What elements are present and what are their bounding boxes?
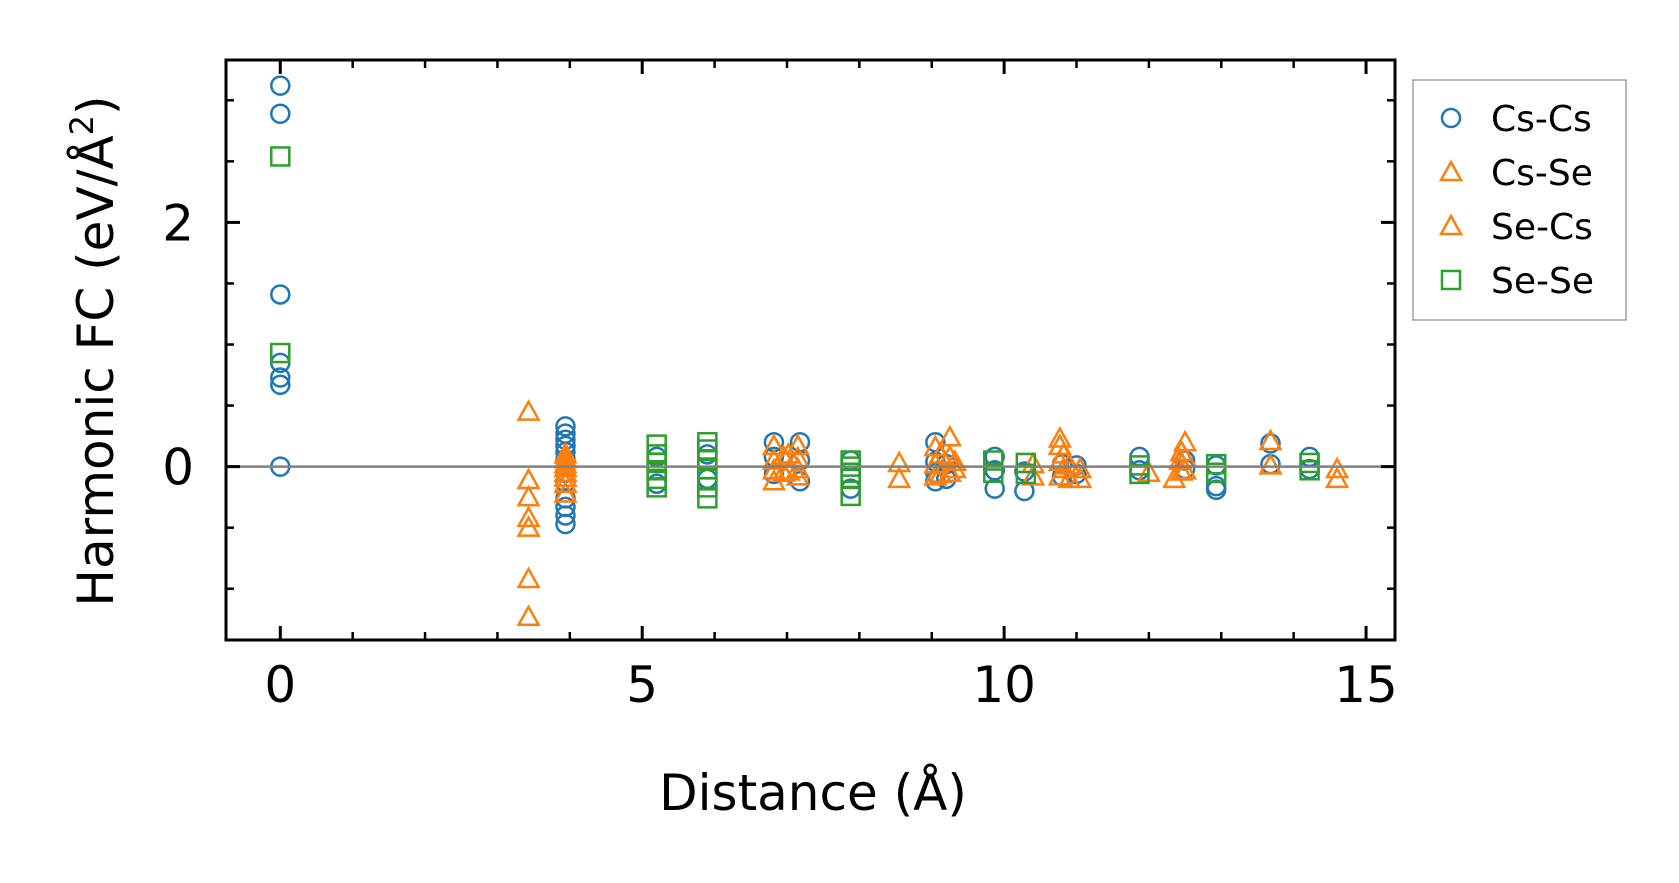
data-point — [942, 456, 968, 479]
axes: 0 5 10 15 0 2 — [162, 58, 1398, 714]
data-point — [1020, 463, 1046, 486]
data-point — [516, 505, 541, 528]
data-point — [516, 566, 541, 589]
data-point — [553, 480, 578, 503]
legend-label: Cs-Se — [1491, 153, 1593, 194]
x-tick-label: 15 — [1334, 656, 1398, 714]
legend-label: Se-Cs — [1491, 207, 1593, 248]
data-point — [270, 103, 291, 124]
y-tick-label: 2 — [162, 194, 194, 252]
data-point — [516, 484, 541, 507]
x-tick-label: 10 — [972, 656, 1036, 714]
data-point — [1258, 428, 1283, 451]
y-tick-label: 0 — [162, 439, 194, 497]
x-tick-label: 5 — [626, 656, 658, 714]
data-point — [1051, 441, 1076, 464]
data-point — [785, 433, 810, 456]
data-point — [270, 75, 291, 96]
legend-label: Se-Se — [1491, 261, 1594, 302]
data-point — [942, 449, 968, 471]
data-point — [1047, 425, 1072, 448]
series-se-cs — [553, 439, 1194, 487]
data-point — [923, 463, 948, 486]
legend: Cs-Cs Cs-Se Se-Cs Se-Se — [1412, 79, 1627, 321]
data-point — [1324, 466, 1350, 489]
plot-frame — [224, 58, 1397, 642]
data-point — [1129, 463, 1150, 485]
data-point — [270, 342, 291, 364]
legend-item: Cs-Se — [1438, 153, 1593, 194]
data-point — [1205, 462, 1227, 483]
legend-label: Cs-Cs — [1491, 99, 1592, 140]
legend-item: Se-Se — [1440, 261, 1594, 302]
data-point — [555, 416, 576, 437]
data-point — [1324, 456, 1350, 479]
data-point — [1015, 452, 1037, 474]
x-tick-label: 0 — [264, 656, 296, 714]
legend-item: Cs-Cs — [1440, 99, 1592, 140]
data-point — [761, 433, 787, 456]
data-point — [983, 462, 1004, 483]
data-point — [1258, 452, 1283, 475]
data-point — [928, 461, 953, 484]
legend-marker — [1440, 107, 1462, 129]
data-point — [1051, 456, 1076, 479]
y-axis-title-main: Harmonic FC (eV/Å — [67, 135, 125, 606]
data-point — [785, 463, 810, 486]
data-point — [697, 477, 718, 498]
y-axis-title-end: ) — [67, 95, 125, 115]
data-point — [984, 478, 1005, 499]
series-se-se — [270, 146, 1320, 509]
data-point — [270, 374, 291, 396]
y-axis-title: Harmonic FC (eV/Å2) — [63, 95, 125, 606]
data-point — [1057, 452, 1082, 475]
data-point — [776, 458, 801, 481]
legend-marker — [1438, 159, 1464, 182]
data-point — [840, 485, 861, 507]
data-point — [553, 471, 578, 493]
data-point — [1260, 433, 1281, 454]
data-point — [553, 465, 578, 487]
data-point — [1015, 463, 1037, 485]
data-point — [516, 604, 541, 627]
plot-marks — [270, 75, 1350, 627]
data-point — [555, 513, 576, 535]
data-point — [555, 505, 576, 526]
legend-marker — [1440, 269, 1462, 291]
legend-box — [1412, 79, 1627, 321]
data-point — [887, 466, 912, 489]
data-point — [1169, 458, 1194, 481]
data-point — [697, 488, 718, 509]
data-point — [516, 399, 541, 421]
data-point — [646, 477, 667, 498]
data-point — [270, 284, 291, 305]
data-point — [1299, 460, 1320, 481]
legend-marker — [1438, 213, 1464, 236]
legend-item: Se-Cs — [1438, 207, 1593, 248]
data-point — [553, 460, 578, 482]
data-point — [270, 367, 291, 388]
data-point — [516, 515, 541, 537]
x-axis-title: Distance (Å) — [659, 764, 967, 822]
data-point — [1068, 456, 1093, 479]
y-axis-title-superscript: 2 — [63, 115, 101, 135]
data-point — [983, 450, 1004, 471]
data-point — [270, 146, 291, 167]
